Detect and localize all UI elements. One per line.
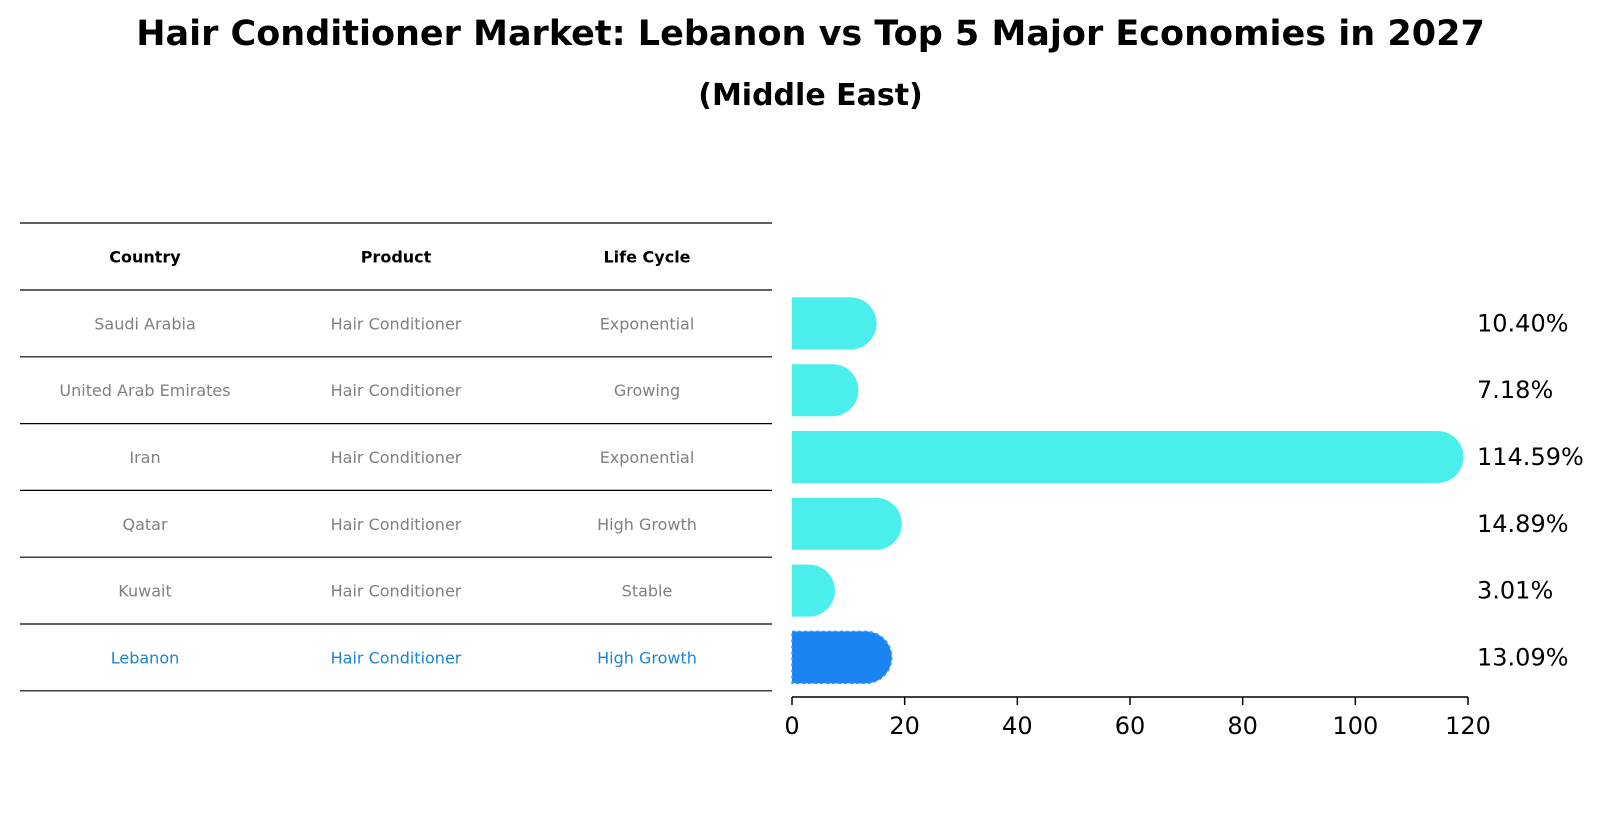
- bar-saudi-arabia: [792, 297, 877, 350]
- cell-life-cycle: High Growth: [597, 648, 697, 667]
- table-row: Lebanon Hair Conditioner High Growth: [111, 648, 697, 667]
- cell-country: Lebanon: [111, 648, 180, 667]
- x-tick-label: 20: [889, 712, 920, 740]
- x-tick-label: 80: [1227, 712, 1258, 740]
- bar-lebanon: [791, 630, 893, 685]
- table-row: Saudi Arabia Hair Conditioner Exponential: [94, 314, 694, 333]
- bar-united-arab-emirates: [792, 364, 859, 417]
- cell-life-cycle: High Growth: [597, 515, 697, 534]
- x-axis: 0 20 40 60 80 100 120: [784, 696, 1491, 740]
- x-tick-label: 120: [1445, 712, 1491, 740]
- chart-subtitle: (Middle East): [698, 78, 923, 113]
- cell-life-cycle: Exponential: [600, 314, 695, 333]
- value-label: 10.40%: [1477, 309, 1569, 337]
- value-label: 14.89%: [1477, 510, 1569, 538]
- chart-title: Hair Conditioner Market: Lebanon vs Top …: [136, 14, 1485, 54]
- cell-product: Hair Conditioner: [331, 515, 462, 534]
- header-product: Product: [361, 248, 432, 267]
- value-label: 7.18%: [1477, 376, 1553, 404]
- bar-iran: [792, 431, 1464, 483]
- x-tick-label: 100: [1332, 712, 1378, 740]
- x-tick-label: 60: [1115, 712, 1146, 740]
- cell-life-cycle: Growing: [614, 381, 680, 400]
- header-country: Country: [109, 248, 181, 267]
- header-life-cycle: Life Cycle: [603, 248, 690, 267]
- data-table: Country Product Life Cycle Saudi Arabia Hair…: [20, 222, 772, 692]
- bar-kuwait: [792, 564, 835, 617]
- table-row: Kuwait Hair Conditioner Stable: [118, 582, 672, 601]
- cell-product: Hair Conditioner: [331, 582, 462, 601]
- cell-country: United Arab Emirates: [59, 381, 230, 400]
- cell-country: Iran: [129, 448, 160, 467]
- table-row: United Arab Emirates Hair Conditioner Grow…: [59, 381, 680, 400]
- value-label: 3.01%: [1477, 577, 1553, 605]
- table-row: Iran Hair Conditioner Exponential: [129, 448, 694, 467]
- x-tick-label: 40: [1002, 712, 1033, 740]
- value-label: 13.09%: [1477, 643, 1569, 671]
- x-tick-label: 0: [784, 712, 799, 740]
- value-label: 114.59%: [1477, 443, 1584, 471]
- cell-life-cycle: Exponential: [600, 448, 695, 467]
- cell-country: Saudi Arabia: [94, 314, 196, 333]
- bar-qatar: [792, 497, 902, 550]
- cell-product: Hair Conditioner: [331, 448, 462, 467]
- cell-product: Hair Conditioner: [331, 314, 462, 333]
- cell-product: Hair Conditioner: [331, 381, 462, 400]
- cell-country: Kuwait: [118, 582, 171, 601]
- table-row: Qatar Hair Conditioner High Growth: [122, 515, 696, 534]
- bar-chart: 10.40% 7.18% 114.59% 14.89% 3.01% 13.09%: [791, 297, 1584, 685]
- cell-country: Qatar: [122, 515, 167, 534]
- cell-product: Hair Conditioner: [331, 648, 462, 667]
- cell-life-cycle: Stable: [622, 582, 673, 601]
